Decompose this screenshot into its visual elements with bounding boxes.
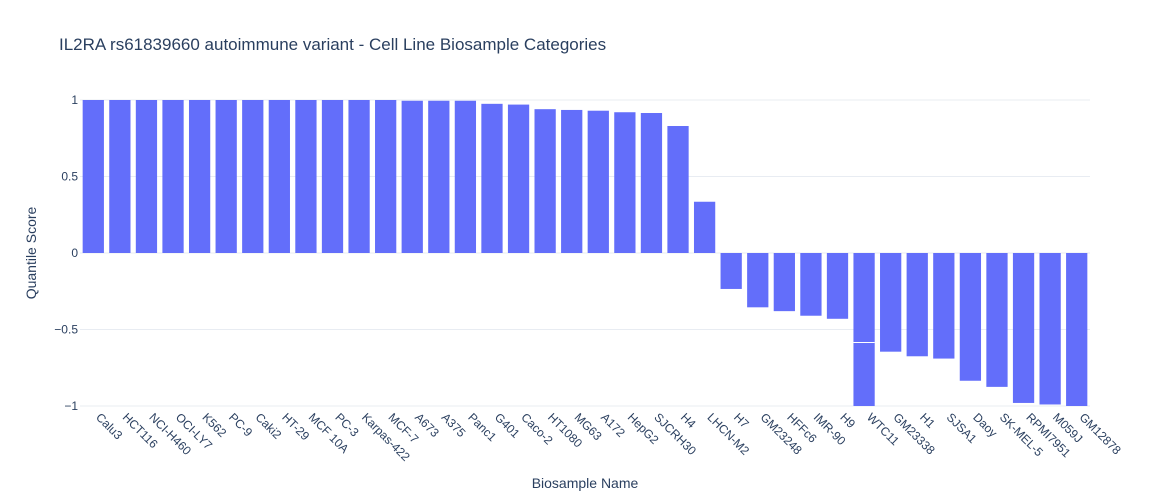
bar <box>268 100 290 253</box>
bar <box>162 100 184 253</box>
y-tick-label: 1 <box>71 93 78 107</box>
bar <box>401 100 423 253</box>
x-tick-label: HT-29 <box>279 410 312 443</box>
y-tick-label: 0 <box>71 246 78 260</box>
bar <box>826 253 849 319</box>
x-tick-label: Panc1 <box>465 410 499 444</box>
bar <box>773 253 795 312</box>
bar <box>1012 253 1035 403</box>
bar <box>906 253 928 357</box>
bar <box>986 253 1008 387</box>
bar <box>242 100 264 253</box>
y-axis-title: Quantile Score <box>23 206 39 299</box>
bar <box>454 100 477 253</box>
x-axis-title: Biosample Name <box>532 475 639 491</box>
x-tick-label: H9 <box>837 410 858 431</box>
bar <box>561 109 583 253</box>
y-tick-label: −0.5 <box>54 323 78 337</box>
bar <box>375 100 397 253</box>
x-tick-label: PC-9 <box>226 410 255 439</box>
bar <box>188 100 211 253</box>
bar <box>933 253 955 359</box>
bars <box>82 100 1088 406</box>
bar <box>109 100 131 253</box>
bar <box>614 112 636 254</box>
bar <box>667 126 689 253</box>
bar <box>534 109 556 254</box>
x-tick-label: Caki2 <box>253 410 285 442</box>
bar <box>800 253 822 316</box>
x-axis-ticks: Calu3HCT116NCI-H460OCI-LY7K562PC-9Caki2H… <box>93 410 1124 464</box>
y-tick-label: −1 <box>64 399 78 413</box>
y-tick-label: 0.5 <box>61 170 78 184</box>
x-tick-label: Calu3 <box>93 410 125 442</box>
bar <box>1066 253 1088 406</box>
bar <box>640 113 663 253</box>
x-tick-label: H4 <box>678 410 699 431</box>
bar <box>348 100 370 253</box>
bar <box>880 253 902 352</box>
bar <box>428 100 450 253</box>
x-tick-label: A172 <box>598 410 628 440</box>
y-axis-ticks: 1 0.5 0 −0.5 −1 <box>54 93 78 413</box>
bar <box>587 110 609 254</box>
bar <box>1039 253 1061 405</box>
bar <box>481 103 503 253</box>
x-tick-label: H1 <box>917 410 938 431</box>
bar <box>853 253 875 406</box>
bar <box>215 100 237 253</box>
bar <box>507 104 530 253</box>
bar <box>135 100 158 253</box>
chart-title: IL2RA rs61839660 autoimmune variant - Ce… <box>59 35 606 54</box>
bar <box>747 253 769 308</box>
bar <box>720 253 742 289</box>
x-tick-label: H7 <box>731 410 752 431</box>
bar <box>959 253 982 381</box>
bar <box>295 100 317 253</box>
bar <box>693 201 716 253</box>
bar <box>321 100 344 253</box>
x-tick-label: A375 <box>439 410 469 440</box>
bar <box>82 100 104 253</box>
